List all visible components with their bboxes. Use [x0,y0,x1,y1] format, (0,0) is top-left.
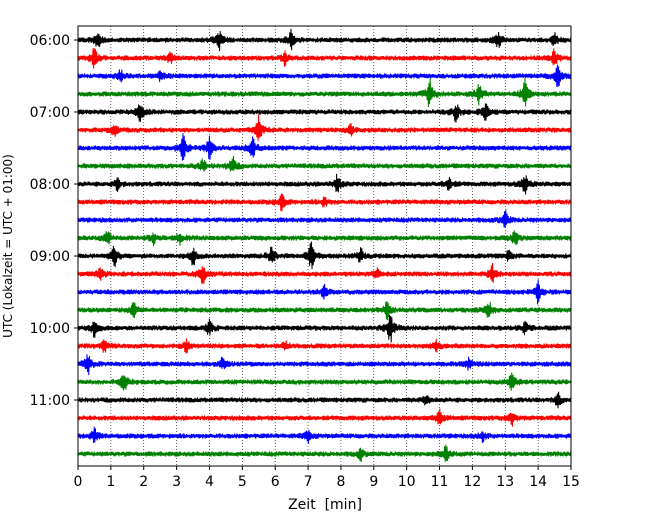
trace-11:30 [77,426,572,444]
x-axis-ticks: 0 1 2 3 4 5 6 7 8 9 10 11 12 13 14 15 [74,466,580,490]
trace-11:15 [77,408,572,427]
y-axis-ticks: 06:00 07:00 08:00 09:00 10:00 11:00 [30,33,78,409]
x-tick-label-0: 0 [74,474,83,490]
trace-11:45 [77,444,572,463]
x-tick-label-6: 6 [271,474,280,490]
x-tick-label-11: 11 [431,474,449,490]
trace-07:00 [77,103,572,123]
trace-10:45 [77,372,572,391]
trace-10:00 [77,315,572,343]
x-tick-label-5: 5 [238,474,247,490]
trace-06:15 [77,47,572,69]
trace-06:45 [77,77,572,108]
trace-09:00 [77,241,572,269]
x-tick-label-10: 10 [398,474,416,490]
x-tick-label-2: 2 [139,474,148,490]
x-tick-label-4: 4 [205,474,214,490]
x-axis-label: Zeit [min] [288,497,362,513]
x-tick-label-8: 8 [336,474,345,490]
x-tick-label-7: 7 [304,474,313,490]
y-tick-label-08:00: 08:00 [30,177,70,193]
trace-06:30 [77,64,572,87]
trace-09:15 [77,262,572,284]
x-tick-label-12: 12 [463,474,481,490]
trace-layer [77,28,572,463]
y-tick-label-10:00: 10:00 [30,321,70,337]
trace-09:45 [77,301,572,321]
trace-06:00 [77,28,572,52]
x-tick-label-15: 15 [562,474,580,490]
plot-frame [77,25,572,467]
x-tick-label-13: 13 [496,474,514,490]
trace-08:00 [77,173,572,195]
y-tick-label-09:00: 09:00 [30,249,70,265]
x-tick-label-1: 1 [106,474,115,490]
trace-09:30 [77,279,572,305]
y-tick-label-11:00: 11:00 [30,393,70,409]
y-tick-label-07:00: 07:00 [30,105,70,121]
vertical-gridlines [110,26,539,466]
trace-11:00 [77,391,572,409]
trace-08:15 [77,193,572,212]
x-tick-label-3: 3 [172,474,181,490]
trace-08:45 [77,230,572,247]
x-tick-label-9: 9 [369,474,378,490]
y-tick-label-06:00: 06:00 [30,33,70,49]
trace-07:15 [77,114,572,141]
trace-08:30 [77,210,572,229]
trace-07:45 [77,155,572,172]
trace-07:30 [77,133,572,161]
trace-10:30 [77,354,572,376]
trace-10:15 [77,338,572,354]
x-tick-label-14: 14 [529,474,547,490]
y-axis-label: UTC (Lokalzeit = UTC + 01:00) [1,154,15,338]
